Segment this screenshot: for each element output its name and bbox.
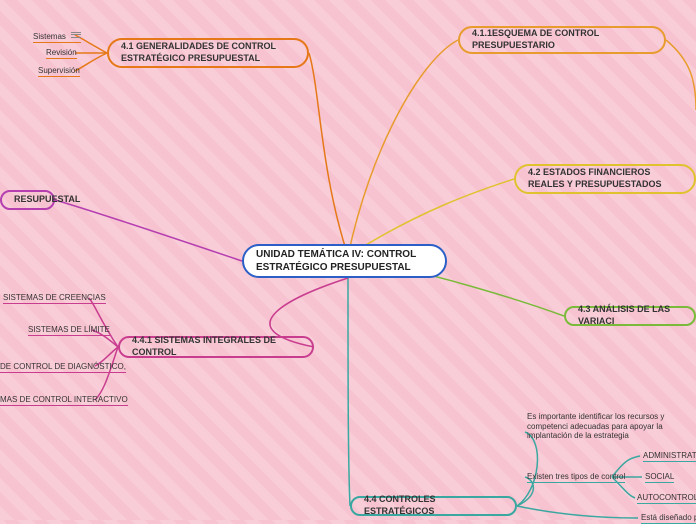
leaf-tipos[interactable]: Existen tres tipos de control	[527, 472, 625, 483]
leaf-sistemas[interactable]: Sistemas	[33, 30, 81, 43]
node-n441[interactable]: 4.4.1 SISTEMAS INTEGRALES DE CONTROL	[118, 336, 314, 358]
menu-icon[interactable]	[71, 30, 81, 39]
leaf-supervision[interactable]: Supervisión	[38, 66, 80, 77]
leaf-label: AUTOCONTROL	[637, 493, 696, 502]
node-label: 4.3 ANÁLISIS DE LAS VARIACI	[578, 304, 682, 327]
leaf-label: Revisión	[46, 48, 77, 57]
leaf-social[interactable]: SOCIAL	[645, 472, 674, 483]
leaf-admin[interactable]: ADMINISTRATIVO	[643, 451, 696, 462]
leaf-label: MAS DE CONTROL INTERACTIVO	[0, 395, 128, 404]
leaf-s_creencias[interactable]: SISTEMAS DE CREENCIAS	[3, 293, 106, 304]
leaf-auto[interactable]: AUTOCONTROL	[637, 493, 696, 504]
leaf-label: Está diseñado par	[641, 513, 696, 522]
leaf-s_diag[interactable]: DE CONTROL DE DIAGNÓSTICO,	[0, 362, 126, 373]
node-label: 4.1 GENERALIDADES DE CONTROL ESTRATÉGICO…	[121, 41, 295, 64]
node-label: 4.4.1 SISTEMAS INTEGRALES DE CONTROL	[132, 335, 300, 358]
node-n42[interactable]: 4.2 ESTADOS FINANCIEROS REALES Y PRESUPU…	[514, 164, 696, 194]
node-n43[interactable]: 4.3 ANÁLISIS DE LAS VARIACI	[564, 306, 696, 326]
leaf-label: Existen tres tipos de control	[527, 472, 625, 481]
leaf-label: Supervisión	[38, 66, 80, 75]
center-label: UNIDAD TEMÁTICA IV: CONTROL ESTRATÉGICO …	[256, 248, 433, 274]
leaf-label: DE CONTROL DE DIAGNÓSTICO,	[0, 362, 126, 371]
text-importante: Es importante identificar los recursos y…	[527, 412, 696, 441]
leaf-revision[interactable]: Revisión	[46, 48, 77, 59]
leaf-diseno[interactable]: Está diseñado par	[641, 513, 696, 524]
leaf-label: SISTEMAS DE LÍMITE	[28, 325, 110, 334]
leaf-label: SOCIAL	[645, 472, 674, 481]
node-n44[interactable]: 4.4 CONTROLES ESTRATÉGICOS	[350, 496, 517, 516]
node-label: 4.2 ESTADOS FINANCIEROS REALES Y PRESUPU…	[528, 167, 682, 190]
node-n411[interactable]: 4.1.1ESQUEMA DE CONTROL PRESUPUESTARIO	[458, 26, 666, 54]
center-node[interactable]: UNIDAD TEMÁTICA IV: CONTROL ESTRATÉGICO …	[242, 244, 447, 278]
leaf-label: Sistemas	[33, 32, 66, 41]
leaf-s_limite[interactable]: SISTEMAS DE LÍMITE	[28, 325, 110, 336]
leaf-label: SISTEMAS DE CREENCIAS	[3, 293, 106, 302]
node-ncut[interactable]: RESUPUESTAL	[0, 190, 55, 210]
node-label: 4.1.1ESQUEMA DE CONTROL PRESUPUESTARIO	[472, 28, 652, 51]
node-label: RESUPUESTAL	[14, 194, 80, 206]
leaf-s_inter[interactable]: MAS DE CONTROL INTERACTIVO	[0, 395, 128, 406]
node-label: 4.4 CONTROLES ESTRATÉGICOS	[364, 494, 503, 517]
node-n41[interactable]: 4.1 GENERALIDADES DE CONTROL ESTRATÉGICO…	[107, 38, 309, 68]
leaf-label: ADMINISTRATIVO	[643, 451, 696, 460]
